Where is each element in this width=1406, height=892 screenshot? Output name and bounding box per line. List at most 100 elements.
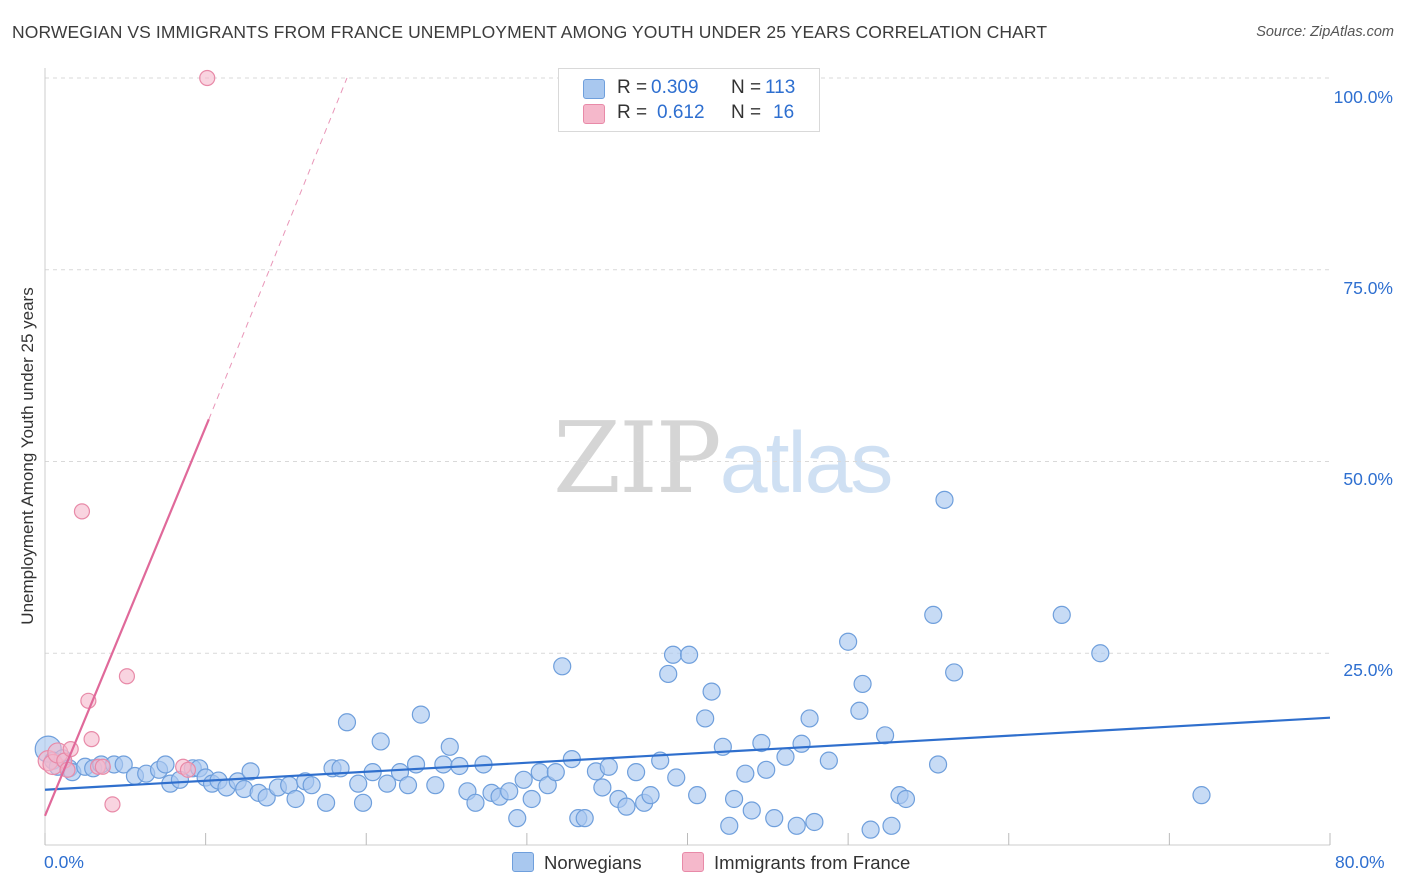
norwegian-point <box>882 816 901 835</box>
blue-swatch <box>512 852 534 872</box>
r-label: R = <box>617 77 648 98</box>
norwegian-point <box>776 747 795 766</box>
norwegian-point <box>434 755 453 774</box>
norwegian-point <box>720 816 739 835</box>
legend-item-norwegians: Norwegians <box>512 852 642 876</box>
norwegian-point <box>819 751 838 770</box>
norwegian-point <box>353 793 373 812</box>
n-value: 16 <box>773 102 795 123</box>
norwegian-point <box>742 801 761 820</box>
norwegian-point <box>935 490 954 509</box>
blue-swatch <box>583 79 605 99</box>
norwegian-point <box>378 774 397 793</box>
norwegian-point <box>896 789 916 809</box>
norwegian-point <box>805 812 824 832</box>
norwegian-point <box>398 776 418 795</box>
watermark-logo: ZIPatlas <box>553 402 894 516</box>
norwegian-point <box>114 755 133 774</box>
norwegian-point <box>411 705 430 724</box>
norwegian-point <box>349 774 368 793</box>
stats-legend: R = 0.309 N = 113 R = 0.612 N = 16 <box>558 68 820 132</box>
norwegian-point <box>546 763 565 782</box>
y-tick-label-100: 100.0% <box>1333 87 1393 107</box>
norwegian-point <box>696 709 715 728</box>
france-trend-extension <box>208 77 348 420</box>
norwegian-point <box>390 763 410 782</box>
chart-title: NORWEGIAN VS IMMIGRANTS FROM FRANCE UNEM… <box>12 22 1048 42</box>
legend-label-france: Immigrants from France <box>714 852 911 873</box>
norwegian-point <box>1052 605 1071 625</box>
pink-swatch <box>583 104 605 124</box>
norwegian-point <box>626 763 646 782</box>
norwegian-point <box>337 713 357 732</box>
norwegian-point <box>680 645 699 664</box>
france-trend-line <box>43 418 210 817</box>
watermark-atlas: atlas <box>719 415 894 511</box>
norwegian-point <box>522 789 541 809</box>
norwegian-point <box>945 663 964 682</box>
norwegian-point <box>928 755 948 774</box>
y-tick-label-50: 50.0% <box>1343 469 1393 489</box>
france-point <box>199 69 216 87</box>
norwegian-point <box>599 757 618 776</box>
pink-swatch <box>682 852 704 872</box>
norwegian-point <box>406 755 426 774</box>
norwegian-point <box>757 760 776 779</box>
norwegian-point <box>1192 786 1211 805</box>
norwegian-point <box>538 776 557 795</box>
norwegian-point <box>1091 644 1110 663</box>
norwegian-point <box>316 793 336 812</box>
n-label: N = <box>731 102 762 123</box>
norwegian-point <box>853 674 872 694</box>
legend-item-france: Immigrants from France <box>682 852 910 876</box>
norwegian-point <box>553 657 572 676</box>
norwegian-point <box>736 764 755 783</box>
norwegian-point <box>286 789 305 809</box>
norwegian-point <box>514 770 533 789</box>
norwegian-point <box>508 809 527 828</box>
norwegian-point <box>575 809 594 828</box>
norwegian-point <box>466 793 485 812</box>
norwegian-point <box>641 786 660 805</box>
norwegian-point <box>861 820 880 839</box>
r-value: 0.309 <box>651 77 699 98</box>
y-tick-label-75: 75.0% <box>1343 278 1393 298</box>
x-tick-label-min: 0.0% <box>44 852 84 872</box>
france-point <box>118 668 136 685</box>
r-label: R = <box>617 102 648 123</box>
y-axis-title: Unemployment Among Youth under 25 years <box>18 287 37 625</box>
n-label: N = <box>731 77 762 98</box>
norwegian-point <box>752 733 771 753</box>
france-point <box>104 796 121 813</box>
norwegian-point <box>765 809 784 828</box>
source-label: Source: ZipAtlas.com <box>1256 24 1394 40</box>
norwegian-point <box>617 797 636 816</box>
norwegian-point <box>659 664 678 684</box>
norwegian-point <box>426 776 445 795</box>
y-tick-label-25: 25.0% <box>1343 660 1393 680</box>
france-point <box>73 503 91 520</box>
norwegian-point <box>440 737 459 756</box>
norwegian-point <box>875 726 895 745</box>
norwegian-point <box>302 776 321 795</box>
norwegian-point <box>156 755 175 774</box>
x-tick-label-max: 80.0% <box>1335 852 1385 872</box>
norwegian-point <box>800 709 819 728</box>
n-value: 113 <box>765 77 796 98</box>
norwegian-point <box>839 632 858 651</box>
norwegian-point <box>688 786 707 805</box>
norwegians-trend-line <box>44 716 1331 791</box>
norwegian-point <box>667 768 686 787</box>
norwegian-point <box>850 701 869 720</box>
norwegian-point <box>724 789 744 809</box>
norwegian-point <box>593 778 612 797</box>
norwegian-point <box>702 682 721 701</box>
r-value: 0.612 <box>657 102 705 123</box>
norwegian-point <box>371 732 390 751</box>
france-point <box>94 758 111 775</box>
norwegian-point <box>792 734 811 753</box>
norwegian-point <box>787 816 806 835</box>
france-point <box>83 731 100 748</box>
norwegian-point <box>241 762 260 781</box>
